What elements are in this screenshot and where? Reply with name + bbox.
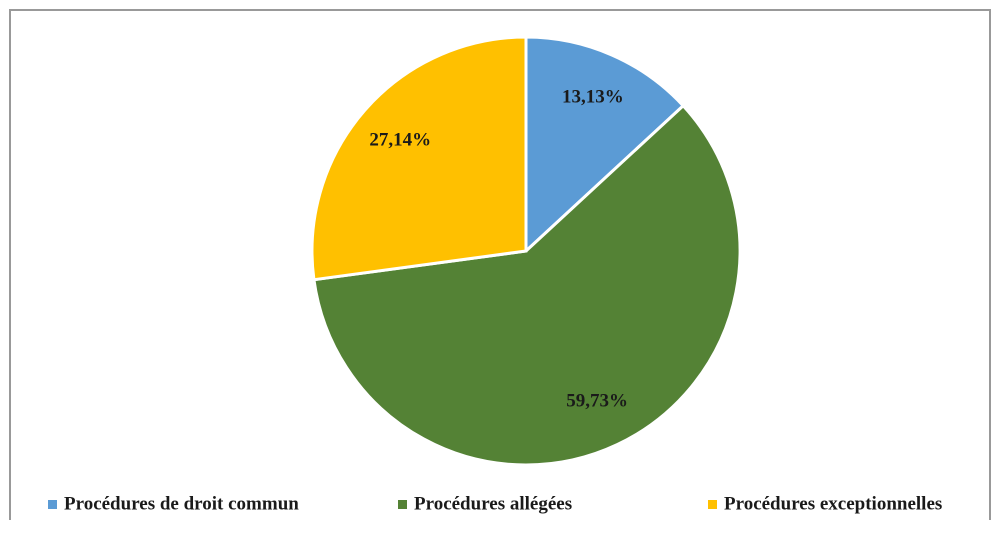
legend-swatch	[398, 500, 407, 509]
legend-label: Procédures exceptionnelles	[724, 493, 942, 514]
data-label: 13,13%	[562, 86, 624, 107]
data-label: 27,14%	[369, 130, 431, 151]
legend-swatch	[48, 500, 57, 509]
legend-label: Procédures allégées	[414, 493, 572, 514]
legend-label: Procédures de droit commun	[64, 493, 299, 514]
pie-slice	[310, 35, 528, 282]
pie-slice	[524, 35, 686, 255]
pie-slice	[312, 103, 742, 467]
chart-border	[9, 9, 991, 520]
data-label: 59,73%	[566, 390, 628, 411]
legend-swatch	[708, 500, 717, 509]
